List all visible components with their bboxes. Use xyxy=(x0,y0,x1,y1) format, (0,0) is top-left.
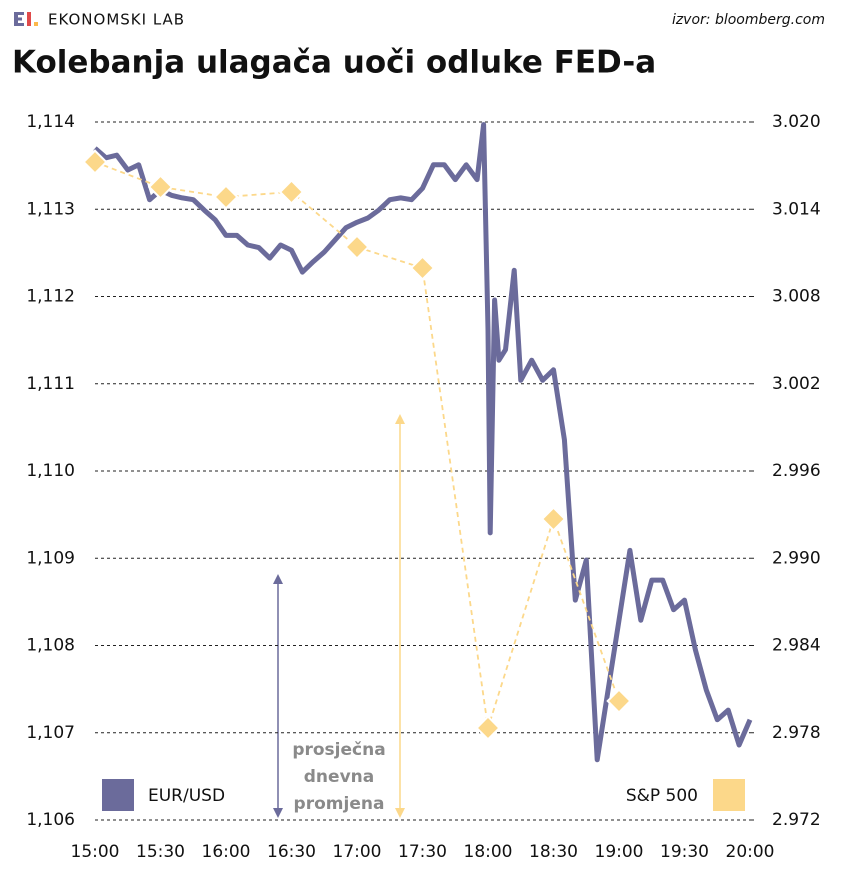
x-tick-label: 16:00 xyxy=(202,842,251,862)
y2-tick-label: 2.990 xyxy=(772,548,821,568)
point xyxy=(475,715,501,741)
y-tick-label: 1,111 xyxy=(26,374,75,394)
annotation: prosječna xyxy=(292,740,385,760)
logo xyxy=(14,12,38,26)
y-tick-label: 1,109 xyxy=(26,548,75,568)
point xyxy=(540,506,567,532)
y2-tick-label: 3.014 xyxy=(772,199,821,219)
point xyxy=(344,234,370,260)
x-tick-label: 15:00 xyxy=(71,842,120,862)
x-tick-label: 19:00 xyxy=(595,842,644,862)
x-tick-label: 17:00 xyxy=(333,842,382,862)
chart-title: Kolebanja ulagača uoči odluke FED-a xyxy=(12,45,656,81)
y2-tick-label: 3.020 xyxy=(772,112,821,132)
x-tick-label: 15:30 xyxy=(136,842,185,862)
annotation: dnevna xyxy=(304,767,374,787)
annotation: promjena xyxy=(294,794,385,814)
point xyxy=(606,688,632,714)
point xyxy=(82,149,108,175)
legend-label: EUR/USD xyxy=(148,786,225,806)
y-tick-label: 1,110 xyxy=(26,461,75,481)
y-tick-label: 1,108 xyxy=(26,636,75,656)
x-tick-label: 20:00 xyxy=(726,842,775,862)
y2-tick-label: 2.996 xyxy=(772,461,821,481)
point xyxy=(278,179,305,205)
x-tick-label: 16:30 xyxy=(267,842,316,862)
y-tick-label: 1,107 xyxy=(26,723,75,743)
y2-tick-label: 3.008 xyxy=(772,287,821,307)
point xyxy=(409,255,436,281)
y2-tick-label: 2.972 xyxy=(772,810,821,830)
x-tick-label: 18:30 xyxy=(529,842,578,862)
y-tick-label: 1,113 xyxy=(26,199,75,219)
x-tick-label: 18:00 xyxy=(464,842,513,862)
x-tick-label: 19:30 xyxy=(660,842,709,862)
y-tick-label: 1,112 xyxy=(26,287,75,307)
y-tick-label: 1,114 xyxy=(26,112,75,132)
annotation-arrows xyxy=(273,414,405,818)
x-tick-label: 17:30 xyxy=(398,842,447,862)
y2-tick-label: 2.984 xyxy=(772,636,821,656)
legend-swatch xyxy=(102,779,134,811)
y-tick-label: 1,106 xyxy=(26,810,75,830)
y2-tick-label: 3.002 xyxy=(772,374,821,394)
y2-tick-label: 2.978 xyxy=(772,723,821,743)
legend-label: S&P 500 xyxy=(626,786,698,806)
series-line xyxy=(93,122,753,763)
source: izvor: bloomberg.com xyxy=(672,12,825,28)
brand: EKONOMSKI LAB xyxy=(48,11,185,29)
point xyxy=(213,184,239,210)
series-line xyxy=(94,161,620,729)
legend-swatch xyxy=(713,779,745,811)
point xyxy=(147,174,174,200)
